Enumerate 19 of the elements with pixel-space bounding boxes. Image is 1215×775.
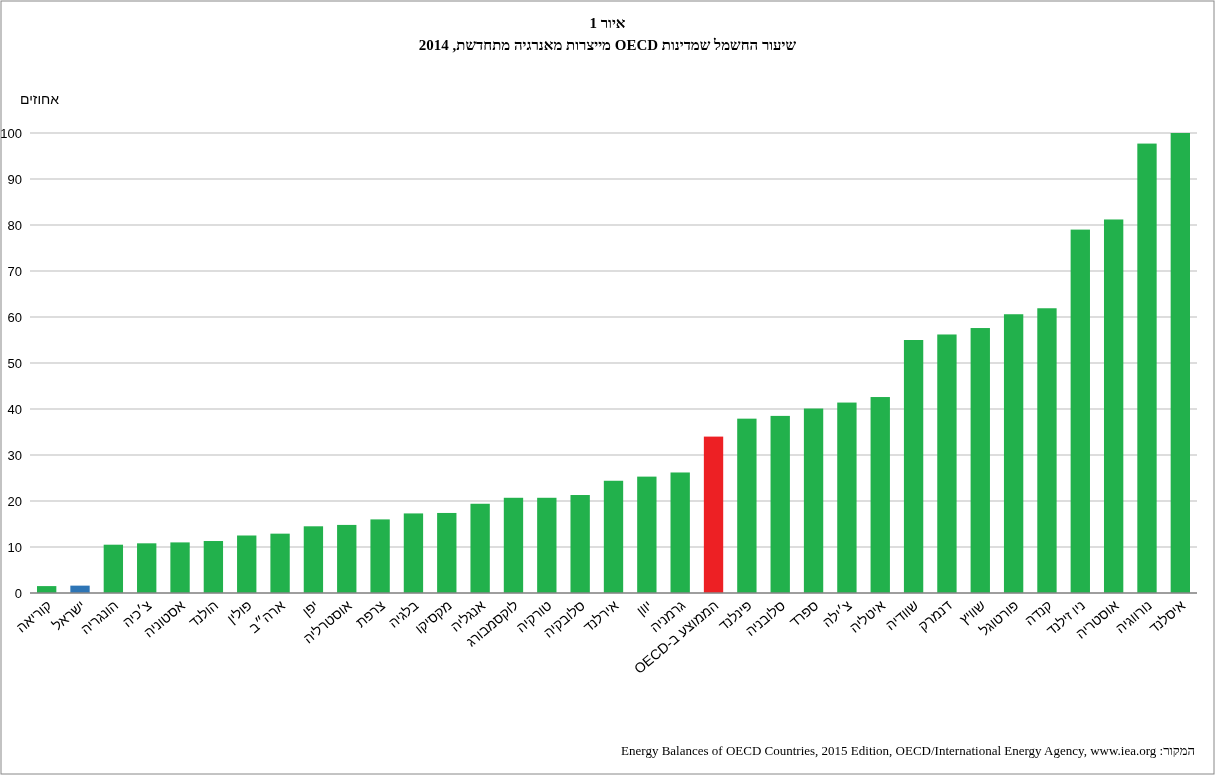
y-tick-label: 20 bbox=[7, 494, 22, 509]
chart-title: איור 1 bbox=[589, 15, 626, 31]
y-tick-label: 0 bbox=[14, 586, 22, 601]
y-tick-label: 40 bbox=[7, 402, 22, 417]
x-tick-label: צרפת bbox=[352, 596, 389, 631]
y-tick-label: 50 bbox=[7, 356, 22, 371]
y-tick-label: 30 bbox=[7, 448, 22, 463]
x-tick-label: הולנד bbox=[185, 597, 222, 631]
y-axis-title: אחוזים bbox=[20, 91, 60, 107]
x-tick-label: ספרד bbox=[786, 597, 822, 631]
y-tick-label: 90 bbox=[7, 172, 22, 187]
text: המקור: Energy Balances of OECD Countries, 2015 Edition, OECD/International Energy Agency, www.iea.org bbox=[621, 743, 1195, 758]
y-tick-label: 70 bbox=[7, 264, 22, 279]
y-tick-label: 80 bbox=[7, 218, 22, 233]
x-tick-label: יוון bbox=[633, 597, 655, 619]
y-tick-label: 60 bbox=[7, 310, 22, 325]
y-tick-label: 100 bbox=[0, 126, 22, 141]
y-tick-label: 10 bbox=[7, 540, 22, 555]
chart-subtitle: שיעור החשמל שמדינות OECD מייצרות מאנרגיה מתחדשת, 2014 bbox=[418, 37, 797, 53]
